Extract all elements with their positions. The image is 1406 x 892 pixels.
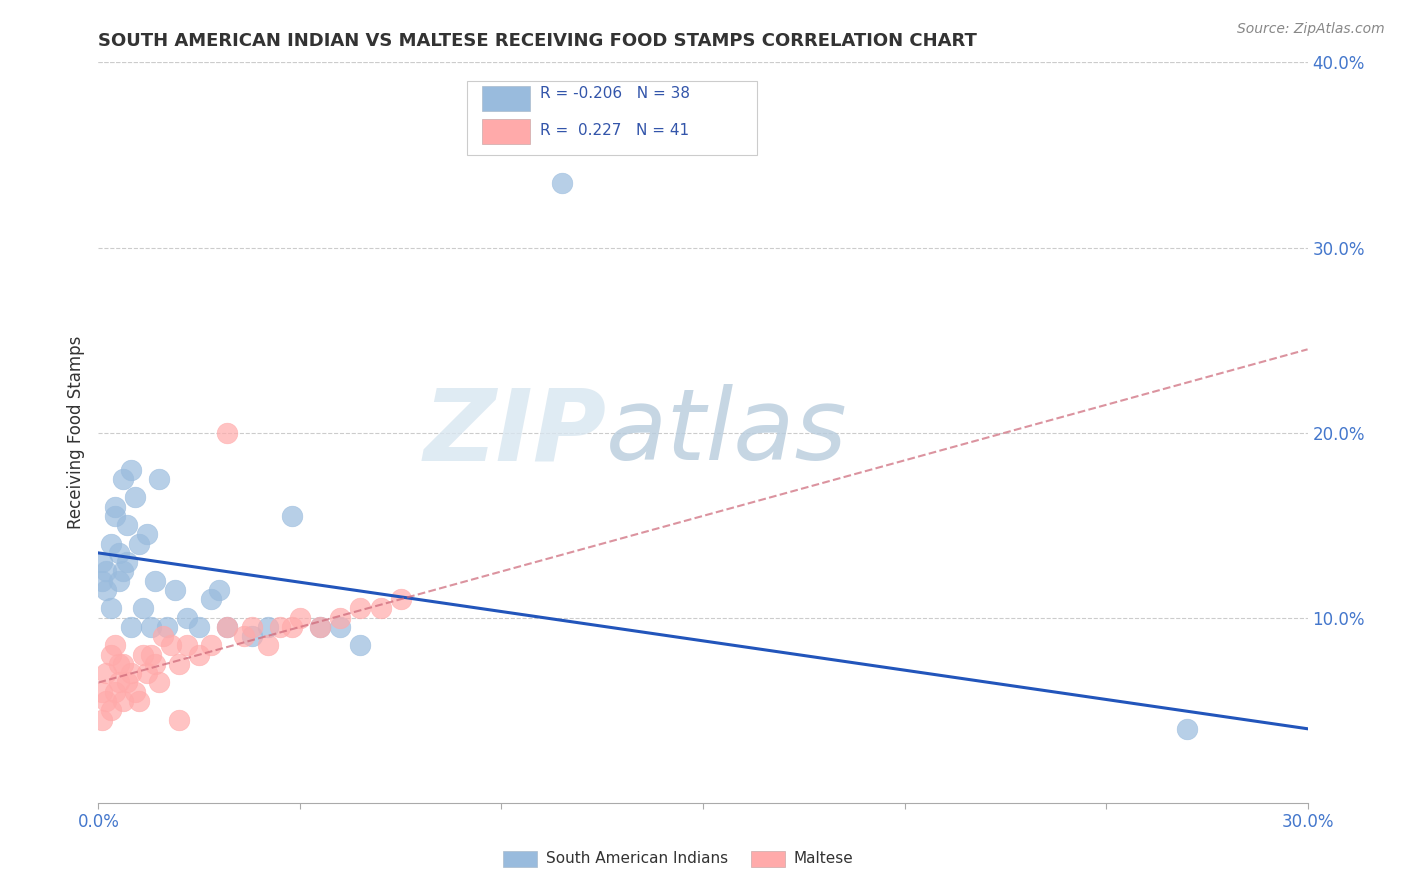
Point	[200, 639, 222, 653]
Point	[256, 639, 278, 653]
Point	[269, 620, 291, 634]
Point	[96, 694, 118, 708]
Point	[329, 610, 352, 624]
Point	[217, 425, 239, 440]
Point	[135, 527, 157, 541]
Point	[176, 610, 198, 624]
Point	[103, 508, 125, 523]
Point	[217, 620, 239, 634]
Point	[115, 555, 138, 569]
Point	[148, 472, 170, 486]
Text: SOUTH AMERICAN INDIAN VS MALTESE RECEIVING FOOD STAMPS CORRELATION CHART: SOUTH AMERICAN INDIAN VS MALTESE RECEIVI…	[98, 32, 977, 50]
Point	[124, 685, 146, 699]
Point	[551, 176, 574, 190]
Point	[1175, 722, 1198, 736]
Point	[91, 574, 114, 588]
Point	[349, 639, 371, 653]
Point	[111, 694, 134, 708]
Point	[139, 648, 162, 662]
Point	[132, 601, 155, 615]
Text: atlas: atlas	[606, 384, 848, 481]
Point	[100, 648, 122, 662]
Point	[100, 601, 122, 615]
Point	[240, 620, 263, 634]
Point	[217, 620, 239, 634]
Point	[115, 518, 138, 533]
Point	[91, 713, 114, 727]
Bar	[751, 851, 785, 867]
Point	[389, 592, 412, 607]
Point	[91, 555, 114, 569]
Point	[232, 629, 254, 643]
Point	[100, 536, 122, 550]
Point	[143, 574, 166, 588]
Point	[135, 666, 157, 681]
Point	[167, 713, 190, 727]
Point	[103, 685, 125, 699]
Point	[111, 565, 134, 579]
Point	[103, 500, 125, 514]
Bar	[482, 120, 530, 144]
Point	[163, 582, 186, 597]
Text: R = -0.206   N = 38: R = -0.206 N = 38	[540, 86, 690, 101]
Point	[176, 639, 198, 653]
Point	[128, 536, 150, 550]
Point	[91, 685, 114, 699]
Point	[120, 462, 142, 476]
Point	[208, 582, 231, 597]
Point	[256, 620, 278, 634]
Point	[200, 592, 222, 607]
Point	[309, 620, 332, 634]
Point	[148, 675, 170, 690]
Point	[349, 601, 371, 615]
Point	[120, 666, 142, 681]
Point	[107, 657, 129, 671]
Point	[132, 648, 155, 662]
Point	[188, 648, 211, 662]
Point	[370, 601, 392, 615]
Point	[107, 546, 129, 560]
Text: Maltese: Maltese	[793, 851, 853, 866]
Point	[107, 574, 129, 588]
Text: ZIP: ZIP	[423, 384, 606, 481]
Text: R =  0.227   N = 41: R = 0.227 N = 41	[540, 123, 689, 138]
Point	[329, 620, 352, 634]
Point	[96, 565, 118, 579]
Point	[111, 472, 134, 486]
Point	[139, 620, 162, 634]
Point	[96, 582, 118, 597]
Point	[188, 620, 211, 634]
Point	[128, 694, 150, 708]
Point	[160, 639, 183, 653]
Bar	[482, 87, 530, 111]
Text: Source: ZipAtlas.com: Source: ZipAtlas.com	[1237, 22, 1385, 37]
Bar	[467, 81, 758, 155]
Point	[167, 657, 190, 671]
Y-axis label: Receiving Food Stamps: Receiving Food Stamps	[66, 336, 84, 529]
Point	[240, 629, 263, 643]
Point	[156, 620, 179, 634]
Point	[281, 508, 304, 523]
Point	[152, 629, 174, 643]
Text: South American Indians: South American Indians	[546, 851, 728, 866]
Point	[288, 610, 311, 624]
Point	[124, 491, 146, 505]
Point	[281, 620, 304, 634]
Point	[120, 620, 142, 634]
Point	[143, 657, 166, 671]
Point	[115, 675, 138, 690]
Bar	[503, 851, 537, 867]
Point	[111, 657, 134, 671]
Point	[309, 620, 332, 634]
Point	[96, 666, 118, 681]
Point	[107, 675, 129, 690]
Point	[103, 639, 125, 653]
Point	[100, 703, 122, 717]
